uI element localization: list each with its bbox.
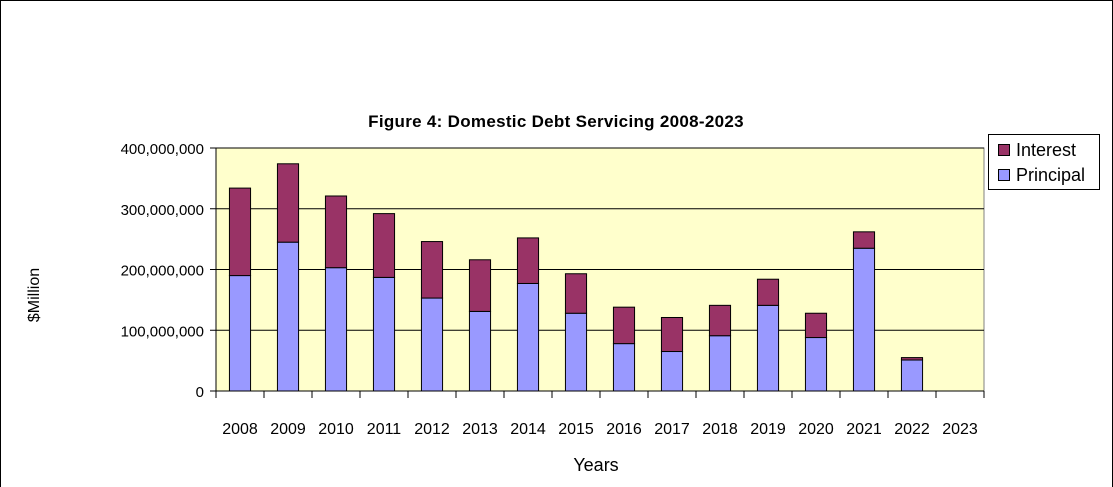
bar-principal-2020: [804, 337, 828, 392]
y-axis-label: $Million: [26, 268, 43, 322]
x-tick-label-2015: 2015: [558, 421, 594, 438]
bar-principal-2019: [756, 304, 780, 392]
legend-label-principal: Principal: [1016, 164, 1086, 185]
y-tick-label: 200,000,000: [121, 263, 204, 280]
y-tick-label: 400,000,000: [121, 141, 204, 158]
bar-principal-2010: [324, 267, 348, 392]
bar-principal-2013: [468, 310, 492, 392]
y-tick-label: 300,000,000: [121, 202, 204, 219]
bar-principal-2012: [420, 297, 444, 392]
legend-label-interest: Interest: [1016, 139, 1077, 160]
bar-interest-2010: [324, 195, 348, 269]
bar-principal-2018: [708, 335, 732, 392]
legend-item-principal: Principal: [998, 164, 1085, 186]
legend: Interest Principal: [988, 134, 1100, 190]
bar-interest-2008: [228, 187, 252, 277]
bar-principal-2016: [612, 343, 636, 392]
bar-interest-2013: [468, 259, 492, 312]
bar-interest-2019: [756, 278, 780, 306]
chart-title: Figure 4: Domestic Debt Servicing 2008-2…: [368, 112, 744, 131]
x-tick-label-2014: 2014: [510, 421, 546, 438]
legend-swatch-principal: [998, 169, 1010, 181]
bar-interest-2016: [612, 306, 636, 345]
legend-item-interest: Interest: [998, 139, 1076, 161]
bar-principal-2014: [516, 282, 540, 392]
y-tick-label: 0: [196, 384, 204, 401]
x-tick-label-2011: 2011: [367, 421, 402, 438]
bar-principal-2009: [276, 241, 300, 392]
x-tick-label-2017: 2017: [654, 421, 690, 438]
bar-interest-2021: [852, 231, 876, 249]
bar-principal-2011: [372, 276, 396, 392]
x-tick-label-2020: 2020: [798, 421, 834, 438]
x-tick-label-2023: 2023: [942, 421, 978, 438]
legend-swatch-interest: [998, 144, 1010, 156]
x-tick-label-2008: 2008: [222, 421, 258, 438]
bar-interest-2017: [660, 316, 684, 353]
x-tick-label-2019: 2019: [750, 421, 786, 438]
y-tick-label: 100,000,000: [121, 323, 204, 340]
bar-interest-2020: [804, 312, 828, 339]
bar-principal-2017: [660, 351, 684, 392]
bar-interest-2009: [276, 163, 300, 243]
x-tick-label-2012: 2012: [414, 421, 450, 438]
bar-principal-2022: [900, 359, 924, 392]
x-tick-label-2018: 2018: [702, 421, 738, 438]
x-tick-label-2013: 2013: [462, 421, 498, 438]
bar-interest-2012: [420, 241, 444, 299]
bar-interest-2014: [516, 237, 540, 284]
x-tick-label-2016: 2016: [606, 421, 642, 438]
bar-interest-2022: [900, 357, 924, 361]
bar-principal-2008: [228, 275, 252, 392]
x-tick-label-2009: 2009: [270, 421, 306, 438]
axes-group: 0 100,000,000 200,000,000 300,000,000 400,00…: [121, 141, 985, 438]
x-tick-label-2021: 2021: [846, 421, 882, 438]
x-tick-label-2022: 2022: [894, 421, 930, 438]
bar-interest-2018: [708, 304, 732, 337]
x-tick-label-2010: 2010: [318, 421, 354, 438]
bar-interest-2011: [372, 213, 396, 278]
bar-interest-2015: [564, 273, 588, 314]
bars-group: [228, 163, 924, 392]
x-axis-label: Years: [573, 455, 618, 475]
bar-principal-2021: [852, 247, 876, 392]
bar-principal-2015: [564, 312, 588, 392]
